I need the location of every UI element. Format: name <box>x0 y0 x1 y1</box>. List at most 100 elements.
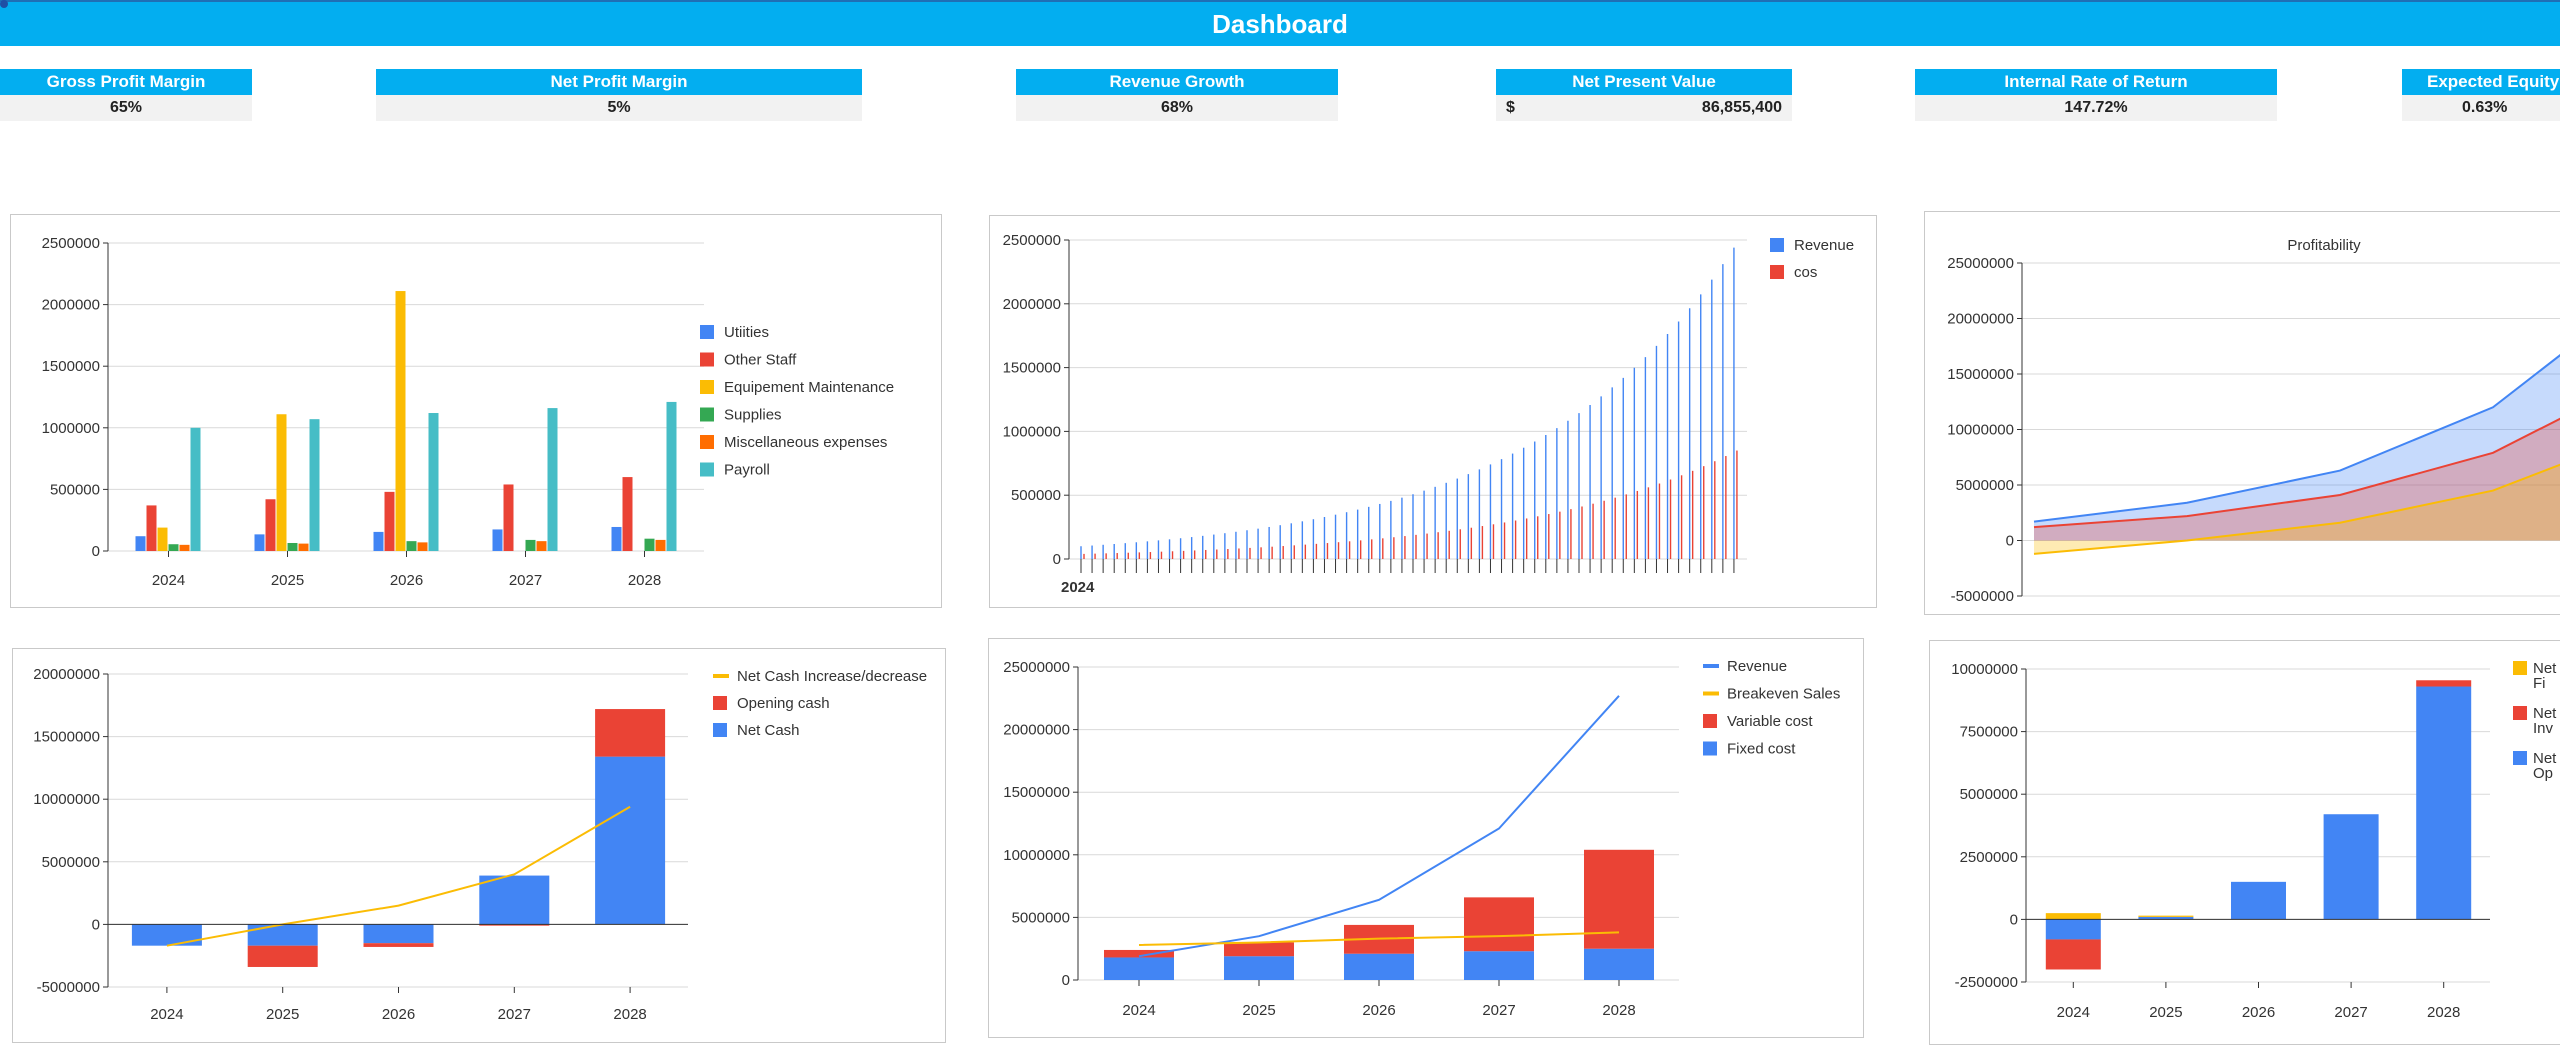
series-line <box>166 805 631 947</box>
legend-swatch <box>700 435 714 449</box>
legend-swatch <box>713 723 727 737</box>
x-tick-label: 2026 <box>2242 1004 2275 1021</box>
y-tick-label: 10000000 <box>33 791 100 808</box>
y-tick-label: 15000000 <box>1003 784 1070 801</box>
kpi-gross-profit-margin: Gross Profit Margin 65% <box>0 69 252 121</box>
legend-label: Revenue <box>1794 237 1854 254</box>
y-tick-label: 25000000 <box>1003 659 1070 676</box>
legend-swatch <box>1703 741 1717 756</box>
kpi-label: Gross Profit Margin <box>0 69 252 95</box>
legend-swatch <box>700 325 714 339</box>
bar <box>384 491 395 551</box>
x-tick-label: 2024 <box>1122 1002 1155 1019</box>
kpi-label: Expected Equity R <box>2402 69 2560 95</box>
y-tick-label: 5000000 <box>1960 786 2018 803</box>
kpi-net-present-value: Net Present Value $ 86,855,400 <box>1496 69 1792 121</box>
bar <box>265 499 276 551</box>
cash-combo-chart: -5000000 0 5000000 10000000 15000000 20000000… <box>33 666 927 1023</box>
legend-label: Fixed cost <box>1727 741 1796 758</box>
y-tick-label: 2000000 <box>42 297 100 314</box>
y-tick-label: 500000 <box>1011 487 1061 504</box>
legend-label: Revenue <box>1727 658 1787 675</box>
y-tick-label: 500000 <box>50 481 100 498</box>
bar <box>428 413 439 551</box>
x-tick-label: 2027 <box>509 572 542 589</box>
kpi-value: 0.63% <box>2402 95 2560 121</box>
y-tick-label: 2500000 <box>1003 232 1061 249</box>
y-tick-label: 2000000 <box>1003 296 1061 313</box>
legend-swatch <box>1770 238 1784 252</box>
x-tick-label: 2028 <box>1602 1002 1635 1019</box>
stacked-bar <box>1584 948 1654 980</box>
kpi-value: 68% <box>1016 95 1338 121</box>
chart-panel-cash-flows: -2500000 0 2500000 5000000 7500000 10000000 20… <box>1929 640 2560 1045</box>
stacked-bar <box>479 875 550 925</box>
legend-label: Op <box>2533 765 2553 782</box>
stacked-bar <box>2045 913 2101 920</box>
legend-swatch <box>700 407 714 422</box>
stacked-bar <box>595 709 666 757</box>
bar <box>536 541 547 551</box>
stacked-bar <box>2138 916 2194 920</box>
legend-swatch <box>700 462 714 477</box>
kpi-label: Net Present Value <box>1496 69 1792 95</box>
y-tick-label: -2500000 <box>1955 974 2018 991</box>
chart-title: Profitability <box>2287 237 2361 254</box>
area-fill <box>2034 464 2560 554</box>
y-tick-label: 25000000 <box>1947 255 2014 272</box>
legend-swatch <box>2513 661 2527 675</box>
y-tick-label: 0 <box>2010 911 2018 928</box>
stacked-bar <box>2323 814 2379 920</box>
bar <box>611 526 622 551</box>
legend-label: Other Staff <box>724 352 797 369</box>
y-tick-label: 1000000 <box>1003 423 1061 440</box>
y-tick-label: 5000000 <box>1012 909 1070 926</box>
kpi-internal-rate-of-return: Internal Rate of Return 147.72% <box>1915 69 2277 121</box>
kpi-label: Internal Rate of Return <box>1915 69 2277 95</box>
area-line <box>2033 463 2560 555</box>
stacked-bar <box>131 924 202 946</box>
x-tick-label: 2025 <box>266 1006 299 1023</box>
stacked-bar <box>1104 949 1174 958</box>
cash-flow-bar-chart: -2500000 0 2500000 5000000 7500000 10000000 20… <box>1951 660 2557 1021</box>
x-tick-label: 2024 <box>150 1006 183 1023</box>
x-tick-label: 2028 <box>628 572 661 589</box>
corner-marker-icon <box>0 0 8 8</box>
y-tick-label: 0 <box>1053 551 1061 568</box>
y-tick-label: 5000000 <box>1956 477 2014 494</box>
bar <box>373 531 384 551</box>
stacked-bar <box>2045 919 2101 940</box>
legend-swatch <box>713 696 727 710</box>
kpi-value-row: $ 86,855,400 <box>1496 95 1792 121</box>
stacked-bar <box>363 943 434 947</box>
legend-label: Net Cash <box>737 722 800 739</box>
legend-swatch <box>2513 751 2527 765</box>
y-tick-label: 15000000 <box>1947 366 2014 383</box>
y-tick-label: 15000000 <box>33 729 100 746</box>
bar <box>146 505 157 551</box>
x-tick-label: 2024 <box>2057 1004 2090 1021</box>
bar <box>503 484 514 551</box>
kpi-revenue-growth: Revenue Growth 68% <box>1016 69 1338 121</box>
legend-label: Fi <box>2533 675 2546 692</box>
kpi-net-profit-margin: Net Profit Margin 5% <box>376 69 862 121</box>
kpi-value: 147.72% <box>1915 95 2277 121</box>
y-tick-label: 7500000 <box>1960 724 2018 741</box>
legend-label: Net <box>2533 705 2557 722</box>
chart-panel-expenses: 0 500000 1000000 1500000 2000000 2500000 2024 2… <box>10 214 942 608</box>
x-tick-label: 2028 <box>613 1006 646 1023</box>
y-tick-label: 5000000 <box>42 854 100 871</box>
legend-swatch <box>2513 706 2527 720</box>
kpi-value: 86,855,400 <box>1701 99 1782 116</box>
chart-panel-profitability: Profitability -5000000 0 5000000 10000000 150… <box>1924 211 2560 615</box>
legend-swatch <box>1703 714 1717 728</box>
legend-label: Breakeven Sales <box>1727 686 1840 703</box>
x-tick-label: 2026 <box>1362 1002 1395 1019</box>
legend-label: Variable cost <box>1727 713 1813 730</box>
area-line <box>2033 417 2560 529</box>
profitability-area-chart: Profitability -5000000 0 5000000 10000000 150… <box>1947 237 2560 605</box>
x-tick-label: 2027 <box>498 1006 531 1023</box>
legend-label: Net <box>2533 660 2557 677</box>
x-tick-label: 2025 <box>2149 1004 2182 1021</box>
y-tick-label: 20000000 <box>1947 311 2014 328</box>
